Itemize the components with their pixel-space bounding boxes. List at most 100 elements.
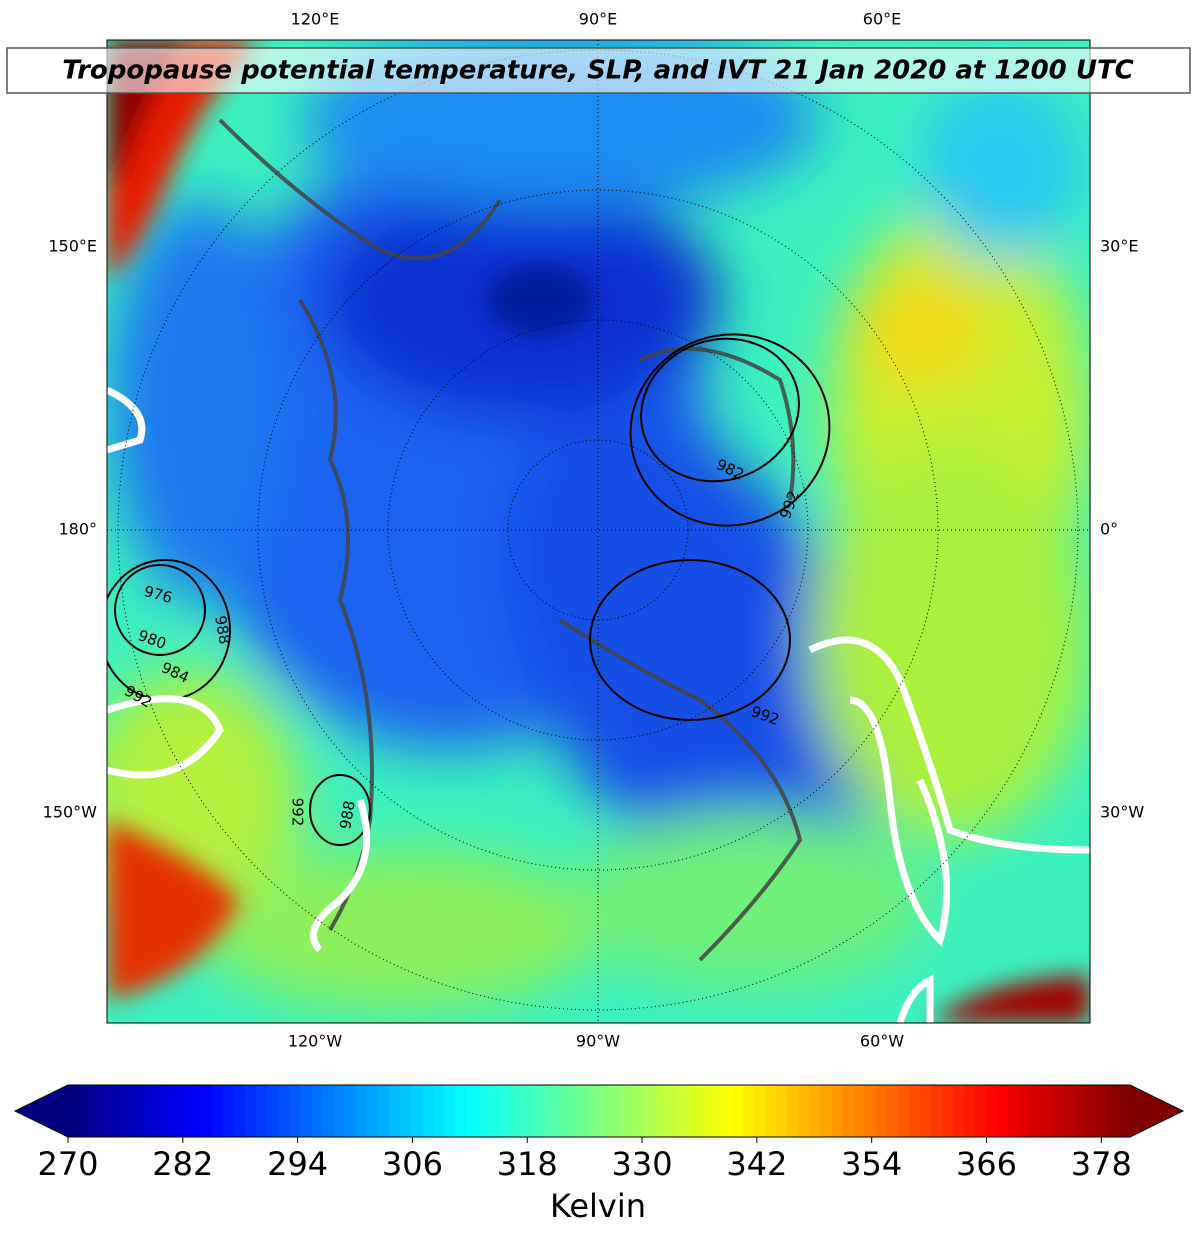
longitude-label: 180° (58, 520, 97, 539)
longitude-label: 60°E (863, 10, 901, 29)
colorbar-cell (576, 1085, 589, 1137)
colorbar-cell (599, 1085, 611, 1137)
colorbar-cell (399, 1085, 412, 1137)
colorbar-cell (344, 1085, 357, 1137)
colorbar-cell (1085, 1085, 1098, 1137)
colorbar-cell (112, 1085, 124, 1137)
colorbar-cell (488, 1085, 501, 1137)
colorbar-cell (820, 1085, 832, 1137)
colorbar-cell (975, 1085, 987, 1137)
colorbar-tick-label: 270 (37, 1145, 98, 1183)
colorbar-cell (311, 1085, 324, 1137)
slp-contour-label: 988 (211, 614, 234, 645)
colorbar-cell (698, 1085, 711, 1137)
colorbar-label: Kelvin (550, 1187, 646, 1225)
colorbar-cell (377, 1085, 390, 1137)
title: Tropopause potential temperature, SLP, a… (62, 56, 1134, 86)
colorbar-cell (1008, 1085, 1020, 1137)
colorbar-cell (245, 1085, 257, 1137)
colorbar-cell (554, 1085, 567, 1137)
slp-contour-label: 992 (289, 798, 307, 827)
colorbar-cell (477, 1085, 489, 1137)
colorbar-cell (422, 1085, 434, 1137)
colorbar-cell (1041, 1085, 1054, 1137)
colorbar-cell (776, 1085, 788, 1137)
colorbar-cell (632, 1085, 644, 1137)
colorbar-cell (1074, 1085, 1087, 1137)
longitude-label: 120°E (291, 10, 340, 29)
colorbar-cell (532, 1085, 545, 1137)
colorbar-cell (1096, 1085, 1109, 1137)
colorbar-tick-label: 342 (726, 1145, 787, 1183)
colorbar-cell (676, 1085, 689, 1137)
longitude-label: 90°W (576, 1032, 620, 1051)
longitude-label: 150°E (48, 237, 97, 256)
map (107, 40, 1090, 1023)
colorbar-cell (178, 1085, 191, 1137)
colorbar-cell (410, 1085, 423, 1137)
colorbar-cell (1030, 1085, 1043, 1137)
longitude-label: 30°E (1100, 237, 1138, 256)
longitude-label: 60°W (860, 1032, 904, 1051)
colorbar-tick-label: 378 (1071, 1145, 1132, 1183)
colorbar-cell (720, 1085, 733, 1137)
colorbar-tick-label: 354 (841, 1145, 902, 1183)
colorbar-cell (665, 1085, 678, 1137)
colorbar-cell (908, 1085, 921, 1137)
colorbar-tick-label: 366 (956, 1145, 1017, 1183)
colorbar-cell (886, 1085, 899, 1137)
colorbar-cell (1063, 1085, 1076, 1137)
colorbar-cell (953, 1085, 965, 1137)
colorbar-cell (510, 1085, 523, 1137)
colorbar-cell (466, 1085, 478, 1137)
colorbar-cell (986, 1085, 998, 1137)
colorbar-cell (322, 1085, 335, 1137)
longitude-label: 150°W (43, 803, 98, 822)
colorbar-cell (543, 1085, 556, 1137)
colorbar-cell (742, 1085, 755, 1137)
colorbar-cell (156, 1085, 169, 1137)
colorbar-cell (145, 1085, 158, 1137)
colorbar-cell (300, 1085, 312, 1137)
colorbar-cell (587, 1085, 600, 1137)
map-frame (106, 39, 1091, 1024)
colorbar-cell (101, 1085, 113, 1137)
colorbar-cell (123, 1085, 135, 1137)
colorbar-cell (211, 1085, 224, 1137)
colorbar-cell (875, 1085, 888, 1137)
colorbar-cell (610, 1085, 622, 1137)
colorbar-tick-label: 294 (267, 1145, 328, 1183)
colorbar-cell (764, 1085, 777, 1137)
title-box (6, 47, 1191, 94)
colorbar-tick-label: 306 (382, 1145, 443, 1183)
colorbar-cell (200, 1085, 213, 1137)
colorbar-cell (1019, 1085, 1032, 1137)
colorbar-cell (753, 1085, 766, 1137)
colorbar-cell (787, 1085, 799, 1137)
colorbar-extend-high (1130, 1085, 1183, 1137)
colorbar-cell (267, 1085, 279, 1137)
colorbar-cell (366, 1085, 379, 1137)
colorbar-cell (1052, 1085, 1065, 1137)
colorbar-cell (897, 1085, 910, 1137)
colorbar-cell (256, 1085, 268, 1137)
colorbar-cell (809, 1085, 821, 1137)
colorbar-cell (355, 1085, 368, 1137)
longitude-label: 0° (1100, 520, 1118, 539)
colorbar-cell (864, 1085, 877, 1137)
colorbar-cell (1118, 1085, 1131, 1137)
colorbar-cell (433, 1085, 445, 1137)
colorbar-cell (919, 1085, 932, 1137)
colorbar-cell (654, 1085, 666, 1137)
colorbar-cell (621, 1085, 633, 1137)
colorbar-cell (964, 1085, 976, 1137)
longitude-label: 90°E (579, 10, 617, 29)
colorbar-tick-label: 330 (612, 1145, 673, 1183)
colorbar-cell (941, 1085, 954, 1137)
colorbar-cell (731, 1085, 744, 1137)
colorbar-cell (388, 1085, 401, 1137)
colorbar-extend-low (15, 1085, 68, 1137)
colorbar-tick-label: 282 (152, 1145, 213, 1183)
colorbar: 270 282 294 306 318 330 342 354 366 378 Kelvin (13, 1084, 1185, 1225)
